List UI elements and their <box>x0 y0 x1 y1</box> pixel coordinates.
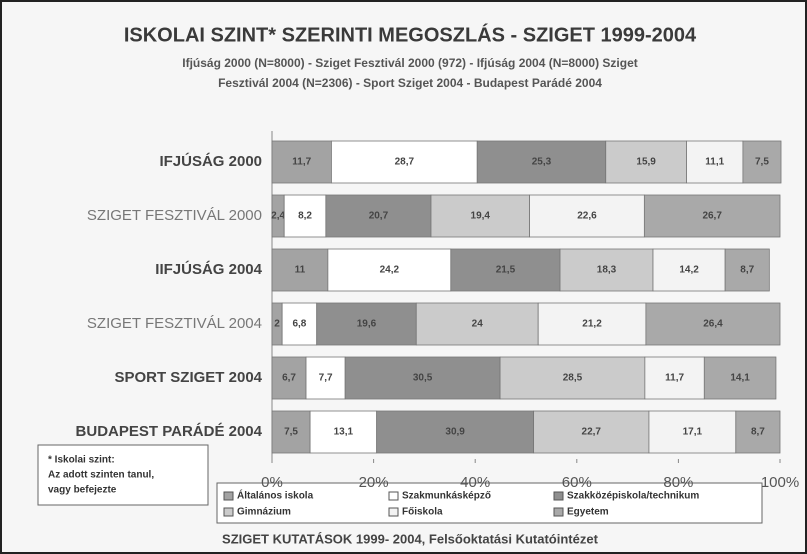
data-label: 6,8 <box>292 319 306 330</box>
x-tick-label: 0% <box>261 474 283 491</box>
bar-segment <box>271 140 332 184</box>
bar-segment <box>305 356 346 400</box>
bar-segment <box>415 302 539 346</box>
data-label: 18,3 <box>597 265 617 276</box>
x-tick-label: 60% <box>562 474 592 491</box>
bar-segment <box>430 194 530 238</box>
category-label: IFJÚSÁG 2000 <box>159 152 262 170</box>
data-label: 21,2 <box>582 319 602 330</box>
data-label: 2 <box>274 319 280 330</box>
data-label: 7,5 <box>755 157 769 168</box>
legend-label: Általános iskola <box>237 489 314 502</box>
legend-label: Szakközépiskola/technikum <box>567 491 699 502</box>
data-label: 22,6 <box>577 211 597 222</box>
data-label: 7,5 <box>284 427 298 438</box>
data-label: 30,5 <box>413 373 433 384</box>
bar-segment <box>376 410 535 454</box>
source: SZIGET KUTATÁSOK 1999- 2004, Felsőoktatá… <box>222 531 599 546</box>
data-label: 24 <box>472 319 484 330</box>
legend-swatch <box>223 491 234 501</box>
category-label: SZIGET FESZTIVÁL 2004 <box>87 315 262 332</box>
bar-segment <box>499 356 646 400</box>
x-tick-label: 20% <box>359 474 389 491</box>
bar-segment <box>735 410 781 454</box>
category-label: SZIGET FESZTIVÁL 2000 <box>87 207 262 224</box>
data-label: 11 <box>295 265 306 276</box>
bar-segment <box>476 140 607 184</box>
data-label: 11,7 <box>292 157 311 168</box>
bar-segment <box>533 410 650 454</box>
legend-label: Szakmunkásképző <box>402 491 491 502</box>
bar-segment <box>450 248 561 292</box>
data-label: 28,7 <box>395 157 415 168</box>
legend-swatch <box>223 507 234 517</box>
data-label: 26,4 <box>703 319 723 330</box>
data-label: 22,7 <box>582 427 602 438</box>
data-label: 20,7 <box>369 211 389 222</box>
data-label: 21,5 <box>496 265 516 276</box>
data-label: 19,6 <box>357 319 377 330</box>
chart-title: ISKOLAI SZINT* SZERINTI MEGOSZLÁS - SZIG… <box>124 23 697 46</box>
data-label: 6,7 <box>282 373 296 384</box>
note-box <box>37 444 209 506</box>
legend-label: Gimnázium <box>237 507 291 518</box>
data-label: 19,4 <box>471 211 491 222</box>
data-label: 14,1 <box>730 373 750 384</box>
note: * Iskolai szint: <box>48 455 115 466</box>
data-label: 13,1 <box>334 427 354 438</box>
note: Az adott szinten tanul, <box>48 470 154 481</box>
legend-swatch <box>553 507 564 517</box>
bar-segment <box>652 248 726 292</box>
legend-label: Főiskola <box>402 507 443 518</box>
legend-box <box>216 482 763 524</box>
bar-segment <box>724 248 770 292</box>
data-label: 30,9 <box>445 427 465 438</box>
data-label: 2,4 <box>271 211 285 222</box>
bar-segment <box>648 410 737 454</box>
data-label: 8,7 <box>740 265 754 276</box>
data-label: 8,7 <box>751 427 765 438</box>
bar-segment <box>742 140 782 184</box>
data-label: 11,1 <box>705 157 724 168</box>
bar-segment <box>327 248 452 292</box>
bar-segment <box>325 194 432 238</box>
bar-segment <box>529 194 645 238</box>
note: vagy befejezte <box>48 485 117 496</box>
bar-segment <box>645 302 781 346</box>
subtitle: Ifjúság 2000 (N=8000) - Sziget Fesztivál… <box>182 56 638 70</box>
data-label: 7,7 <box>319 373 333 384</box>
data-label: 24,2 <box>380 265 400 276</box>
data-label: 17,1 <box>683 427 703 438</box>
x-tick-label: 100% <box>761 474 799 491</box>
bar-segment <box>271 248 329 292</box>
category-label: IIFJÚSÁG 2004 <box>155 260 262 278</box>
category-label: SPORT SZIGET 2004 <box>114 369 262 386</box>
bar-segment <box>271 410 311 454</box>
data-label: 8,2 <box>298 211 312 222</box>
legend-label: Egyetem <box>567 507 609 518</box>
data-label: 11,7 <box>665 373 684 384</box>
data-label: 14,2 <box>679 265 699 276</box>
legend-swatch <box>388 507 399 517</box>
category-label: BUDAPEST PARÁDÉ 2004 <box>76 423 263 440</box>
x-tick-label: 40% <box>460 474 490 491</box>
x-tick-label: 80% <box>663 474 693 491</box>
bar-segment <box>281 302 318 346</box>
subtitle: Fesztivál 2004 (N=2306) - Sport Sziget 2… <box>218 76 602 90</box>
legend-swatch <box>388 491 399 501</box>
data-label: 15,9 <box>636 157 656 168</box>
bar-segment <box>331 140 478 184</box>
data-label: 25,3 <box>532 157 552 168</box>
bar-segment <box>703 356 777 400</box>
bar-segment <box>643 194 781 238</box>
bar-segment <box>309 410 378 454</box>
data-label: 26,7 <box>702 211 722 222</box>
legend-swatch <box>553 491 564 501</box>
data-label: 28,5 <box>563 373 583 384</box>
bar-segment <box>271 356 307 400</box>
